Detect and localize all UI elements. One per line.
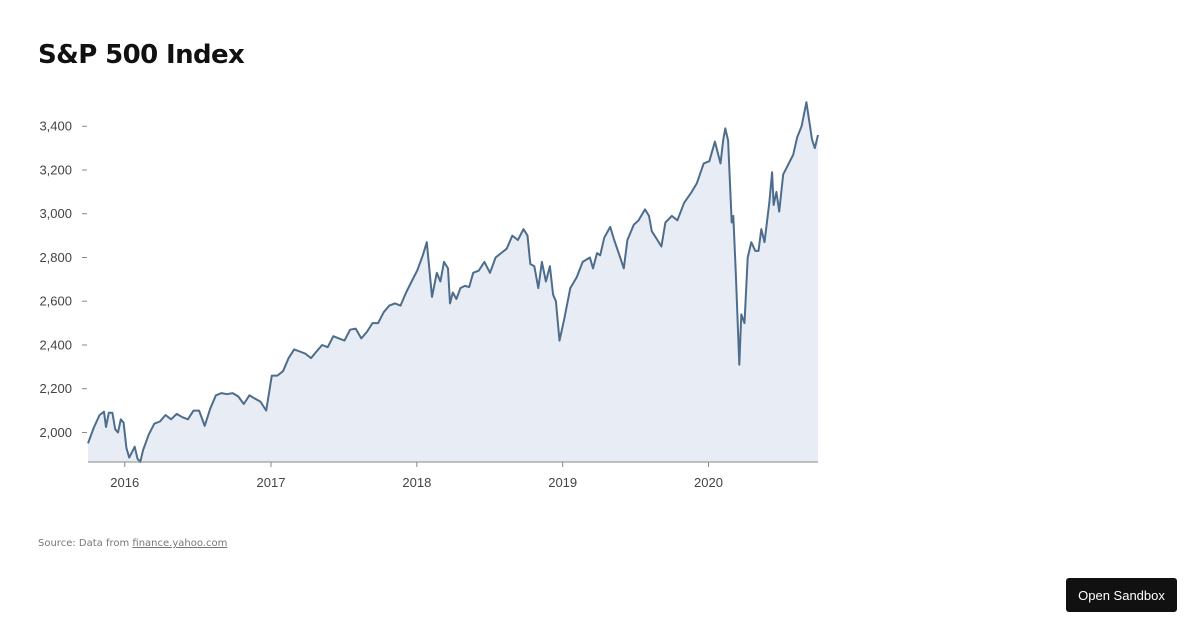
y-tick-label: 3,200 <box>39 162 72 177</box>
x-tick-label: 2019 <box>548 475 577 490</box>
x-tick-label: 2020 <box>694 475 723 490</box>
y-tick-label: 2,600 <box>39 294 72 309</box>
y-tick-label: 2,800 <box>39 250 72 265</box>
x-tick-label: 2016 <box>110 475 139 490</box>
page-title: S&P 500 Index <box>38 40 245 70</box>
series-line <box>87 101 819 463</box>
y-tick-label: 3,400 <box>39 119 72 134</box>
area-fill <box>88 102 818 462</box>
source-link[interactable]: finance.yahoo.com <box>132 538 228 549</box>
source-note: Source: Data from finance.yahoo.com <box>38 538 227 549</box>
y-tick-label: 2,200 <box>39 381 72 396</box>
y-tick-label: 2,000 <box>39 425 72 440</box>
x-tick-label: 2017 <box>257 475 286 490</box>
y-tick-label: 3,000 <box>39 206 72 221</box>
x-tick-label: 2018 <box>402 475 431 490</box>
open-sandbox-button[interactable]: Open Sandbox <box>1066 578 1177 612</box>
x-axis: 2016 2017 2018 2019 2020 <box>110 462 723 490</box>
y-axis: 2,000 2,200 2,400 2,600 2,800 3,000 3,200 3,400 <box>39 119 87 440</box>
source-prefix: Source: Data from <box>38 538 133 549</box>
y-tick-label: 2,400 <box>39 337 72 352</box>
